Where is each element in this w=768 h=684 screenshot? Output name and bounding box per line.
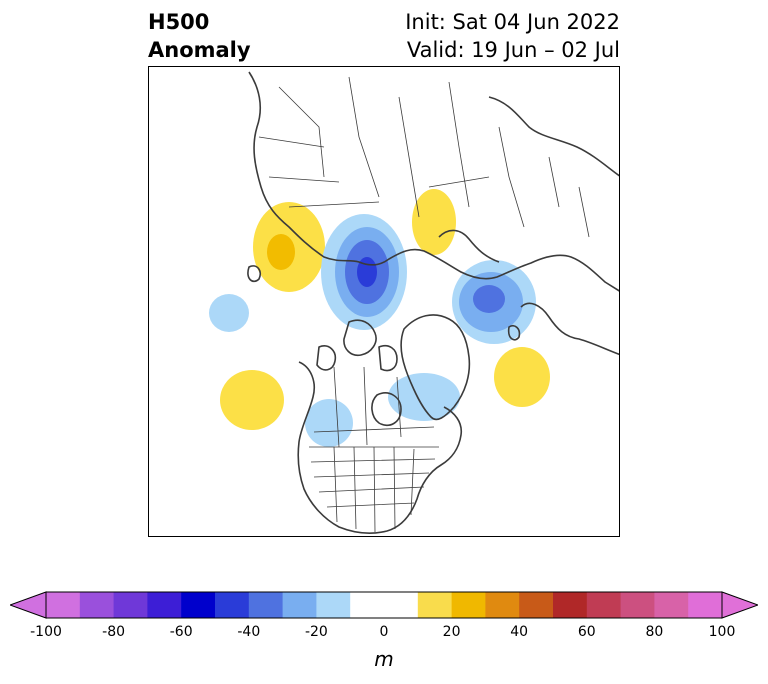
init-date: Init: Sat 04 Jun 2022 [405, 10, 620, 34]
canada-borders [313, 366, 435, 448]
negative-anomaly-eastern-canada [388, 373, 460, 421]
negative-anomaly-northwest-us [305, 399, 353, 447]
colorbar-tick-label: -40 [237, 624, 261, 640]
colorbar-tick-labels: -100 -80 -60 -40 -20 0 20 40 60 80 100 [0, 624, 768, 644]
negative-anomaly-europe-scandinavia [452, 260, 536, 344]
map-dates: Init: Sat 04 Jun 2022 Valid: 19 Jun – 02… [405, 8, 620, 64]
valid-range: Valid: 19 Jun – 02 Jul [406, 38, 620, 62]
colorbar-cell [688, 592, 723, 618]
colorbar-tick-label: 40 [510, 624, 529, 640]
colorbar-cell [451, 592, 486, 618]
eurasia-borders [258, 76, 590, 238]
colorbar-cell [519, 592, 554, 618]
colorbar-cell [350, 592, 385, 618]
alaska-coast [438, 229, 500, 263]
colorbar-tick-label: -20 [304, 624, 328, 640]
arctic-coast-east [488, 96, 619, 177]
positive-anomaly-northeast-pacific [220, 370, 284, 430]
colorbar-cell [46, 592, 81, 618]
colorbar-cell [485, 592, 520, 618]
colorbar-tick-label: -60 [169, 624, 193, 640]
colorbar-cells [46, 592, 723, 618]
colorbar-cell [417, 592, 453, 618]
eurasia-coastline [248, 71, 619, 292]
map-title: H500 Anomaly [148, 8, 251, 64]
colorbar-cell [654, 592, 689, 618]
colorbar-tick-label: -100 [30, 624, 62, 640]
colorbar-cell [215, 592, 250, 618]
colorbar-tick-label: 0 [379, 624, 389, 640]
colorbar-unit: m [374, 647, 394, 671]
scandinavia-coast [520, 302, 619, 356]
polar-map [209, 71, 619, 534]
colorbar-cell [282, 592, 317, 618]
positive-anomaly-north-atlantic [494, 347, 550, 407]
map-panel [148, 66, 620, 537]
colorbar-cell [316, 592, 351, 618]
colorbar-cell [113, 592, 148, 618]
colorbar-tick-label: 80 [645, 624, 664, 640]
positive-anomaly-beaufort-alaska [412, 189, 456, 255]
colorbar-extend-high [721, 591, 758, 619]
positive-anomaly-west-siberia [253, 202, 325, 292]
novaya-zemlya [507, 324, 521, 341]
colorbar-cell [586, 592, 622, 618]
canadian-archipelago [316, 319, 398, 372]
title-subtitle: Anomaly [148, 38, 251, 62]
colorbar-cell [181, 592, 216, 618]
title-variable: H500 [148, 10, 210, 34]
negative-anomaly-central-siberia [321, 214, 407, 330]
us-borders [309, 446, 439, 533]
colorbar-cell [147, 592, 182, 618]
coastline-layer [247, 71, 619, 534]
colorbar-extend-low [10, 591, 47, 619]
colorbar [10, 591, 758, 619]
colorbar-tick-label: -80 [102, 624, 126, 640]
hudson-bay [371, 392, 402, 427]
colorbar-outline [45, 591, 723, 619]
colorbar-cell [553, 592, 588, 618]
svalbard [247, 265, 262, 283]
colorbar-cell [620, 592, 655, 618]
colorbar-cell [384, 592, 419, 618]
colorbar-cell [248, 592, 284, 618]
colorbar-tick-label: 20 [442, 624, 461, 640]
colorbar-cell [79, 592, 115, 618]
colorbar-tick-label: 60 [577, 624, 596, 640]
colorbar-tick-label: 100 [708, 624, 736, 640]
north-america-coastline [297, 361, 463, 534]
negative-anomaly-west-pacific [209, 294, 249, 332]
greenland-coastline [400, 314, 471, 421]
anomaly-layer [209, 189, 550, 447]
